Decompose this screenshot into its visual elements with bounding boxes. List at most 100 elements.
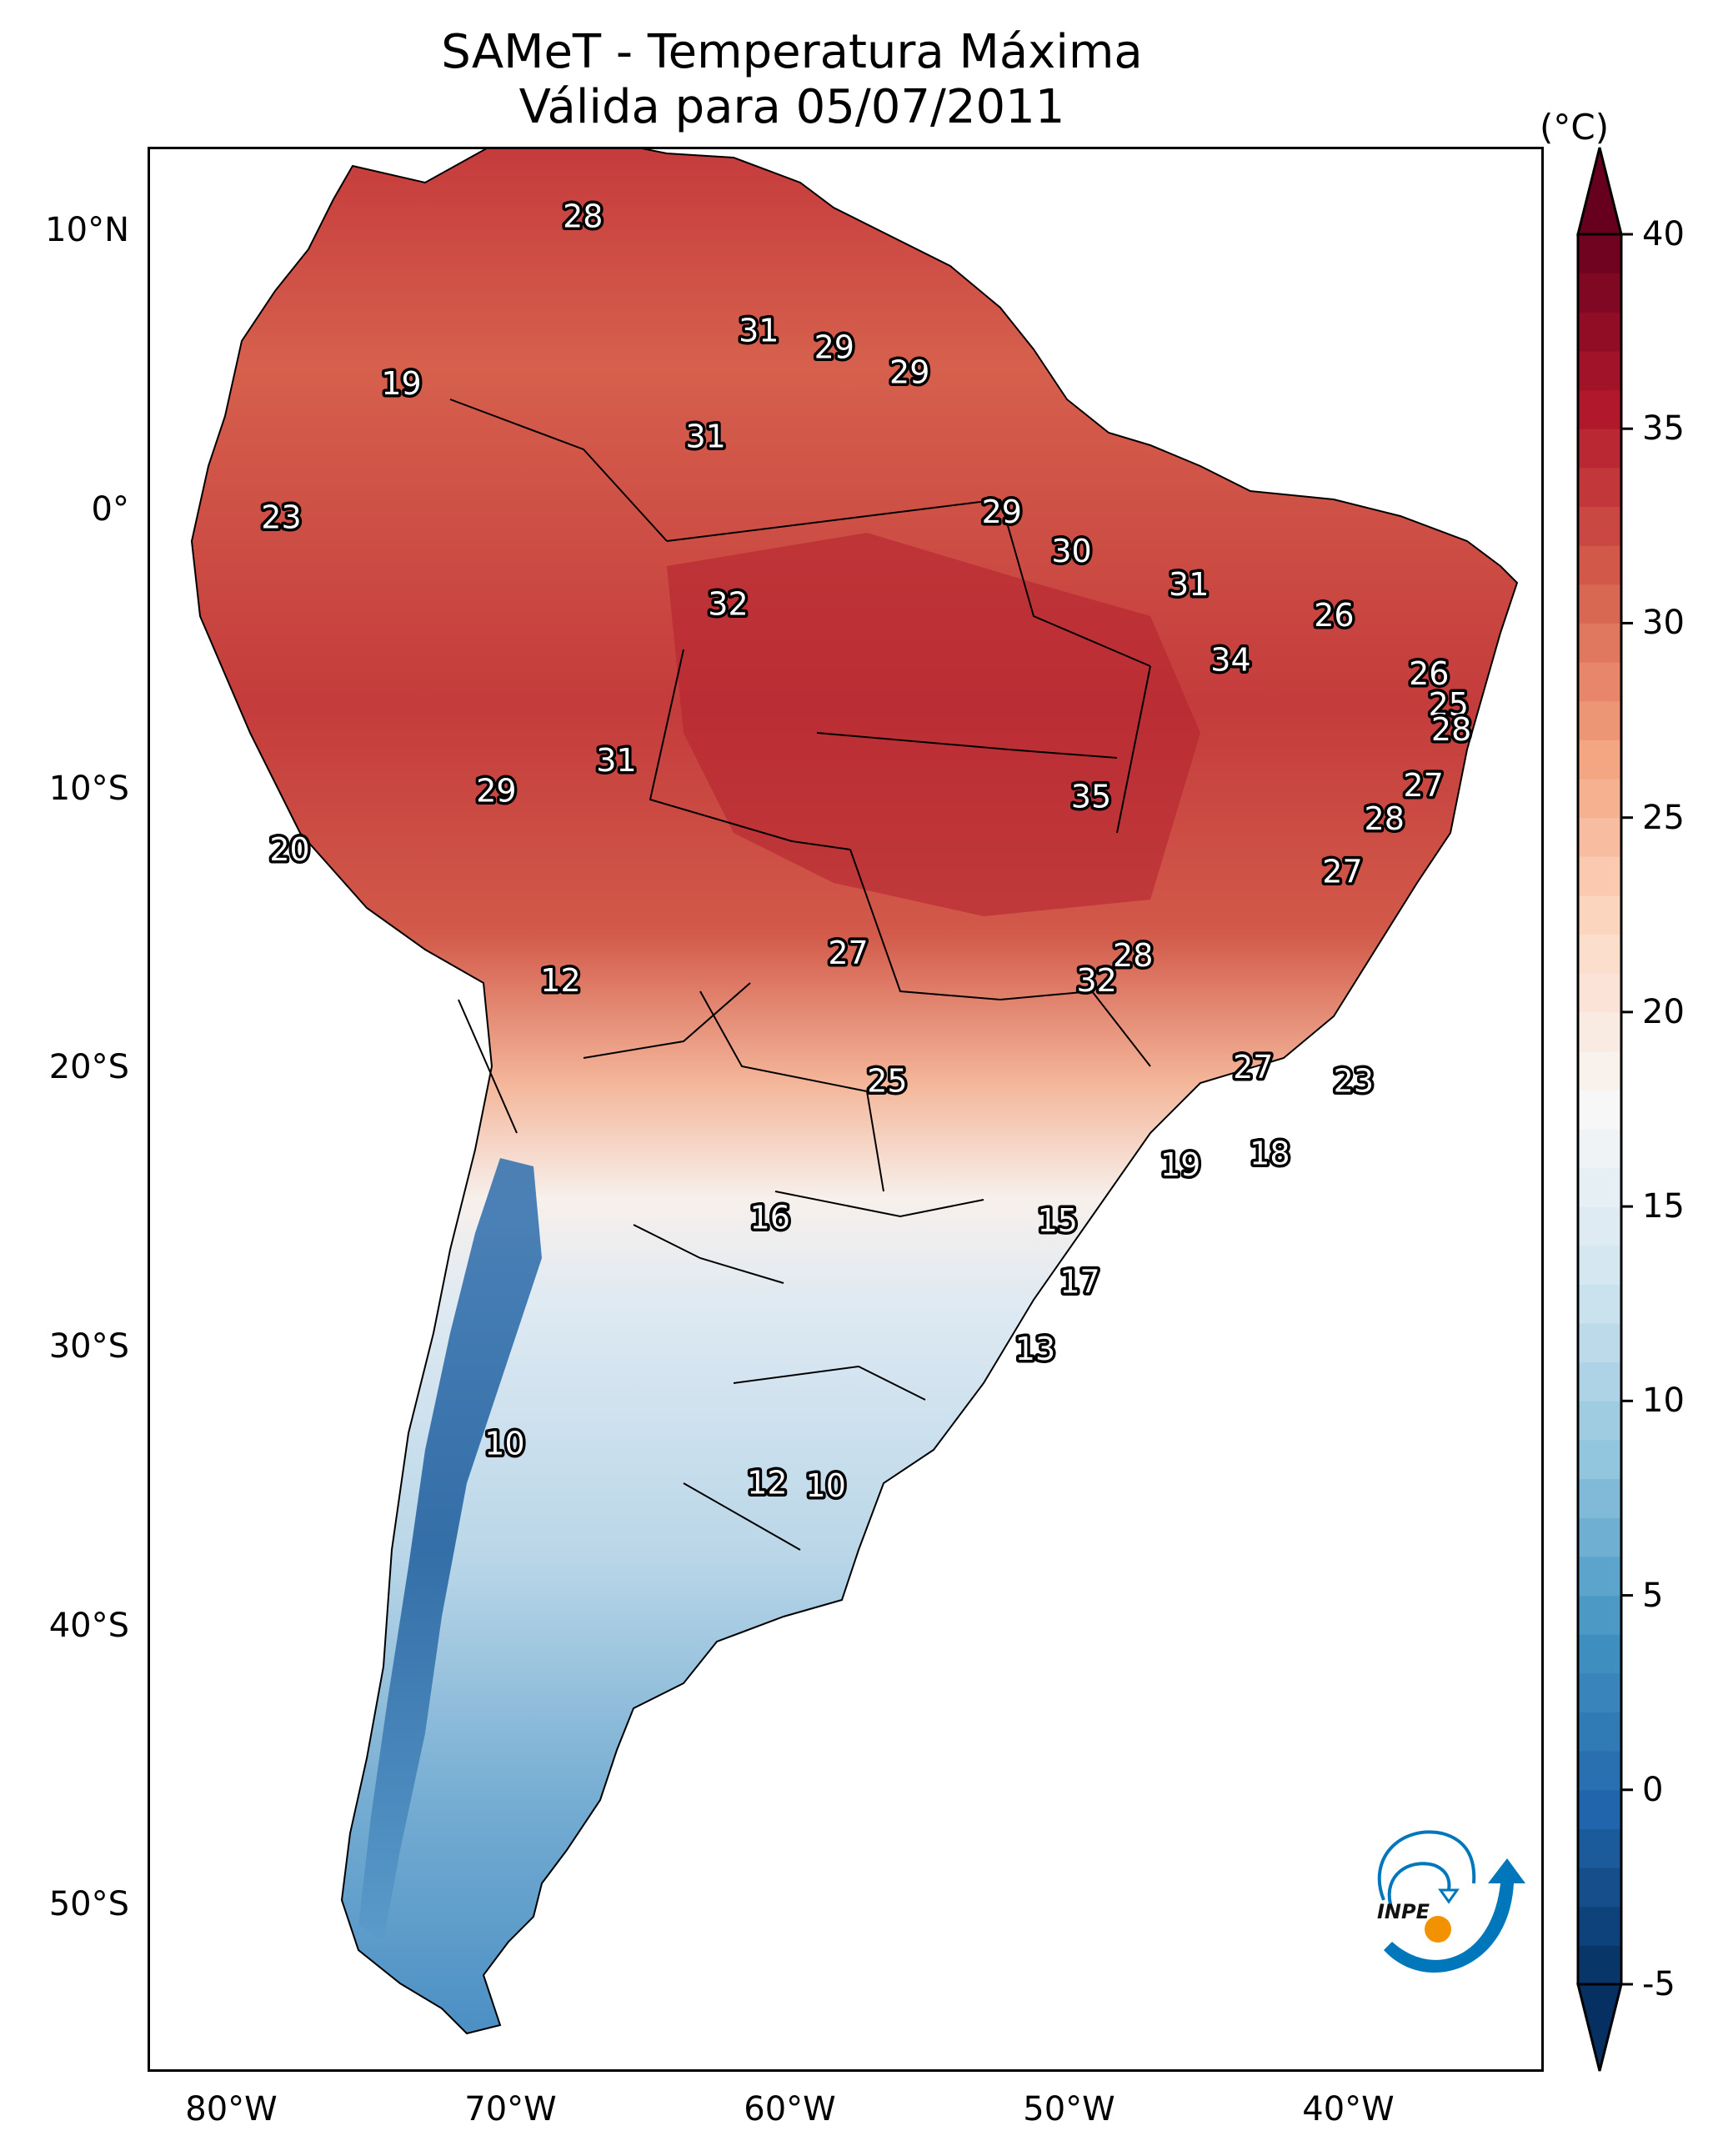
contour-label: 12 — [540, 962, 580, 999]
colorbar-step — [1578, 1440, 1621, 1479]
logo-orbit-outer — [1380, 1832, 1475, 1900]
colorbar-extend-min-arrow — [1578, 1984, 1621, 2071]
contour-label: 15 — [1038, 1202, 1078, 1239]
contour-label: 28 — [563, 198, 603, 234]
colorbar-step — [1578, 818, 1621, 857]
colorbar-step — [1578, 1712, 1621, 1751]
colorbar-step — [1578, 584, 1621, 624]
colorbar-step — [1578, 1751, 1621, 1790]
contour-label: 31 — [1169, 566, 1209, 603]
logo-orbit-inner — [1390, 1863, 1450, 1904]
colorbar-step — [1578, 1090, 1621, 1129]
colorbar-step — [1578, 1051, 1621, 1091]
contour-label: 10 — [484, 1426, 524, 1462]
colorbar-step — [1578, 312, 1621, 351]
contour-label: 29 — [889, 354, 929, 391]
contour-label: 35 — [1071, 778, 1111, 815]
x-tick-label: 60°W — [744, 2093, 835, 2126]
colorbar-step — [1578, 234, 1621, 273]
x-tick-label: 50°W — [1023, 2093, 1114, 2126]
contour-label: 28 — [1113, 937, 1153, 974]
contour-label: 18 — [1250, 1136, 1290, 1172]
colorbar-step — [1578, 935, 1621, 974]
logo-text: INPE — [1377, 1900, 1430, 1923]
contour-label: 25 — [867, 1063, 907, 1100]
contour-label: 29 — [476, 773, 516, 810]
colorbar-step — [1578, 1167, 1621, 1206]
x-tick-label: 40°W — [1302, 2093, 1394, 2126]
contour-label: 19 — [381, 365, 421, 402]
colorbar-step — [1578, 662, 1621, 701]
colorbar-step — [1578, 1246, 1621, 1285]
contour-label: 32 — [708, 585, 748, 622]
y-tick-label: 0° — [92, 493, 129, 526]
contour-label: 27 — [1322, 854, 1362, 890]
colorbar-step — [1578, 779, 1621, 818]
colorbar-step — [1578, 1401, 1621, 1440]
colorbar-step — [1578, 701, 1621, 740]
colorbar-ticks — [1621, 234, 1633, 1984]
colorbar-step — [1578, 1323, 1621, 1362]
contour-label: 27 — [1403, 767, 1443, 804]
contour-label: 17 — [1059, 1264, 1099, 1301]
x-tick-label: 70°W — [464, 2093, 556, 2126]
colorbar-tick-label: 20 — [1642, 995, 1685, 1029]
contour-label: 29 — [814, 329, 854, 366]
colorbar-unit-label: (°C) — [1540, 107, 1609, 148]
colorbar-step — [1578, 895, 1621, 935]
contour-label: 27 — [828, 935, 868, 971]
colorbar-tick-label: -5 — [1642, 1968, 1675, 2001]
colorbar-step — [1578, 1206, 1621, 1246]
y-tick-label: 40°S — [49, 1609, 129, 1642]
contour-label: 27 — [1233, 1049, 1273, 1086]
y-tick-label: 10°N — [45, 213, 129, 247]
contour-label: 28 — [1365, 800, 1405, 837]
contour-label: 13 — [1015, 1331, 1055, 1367]
contour-label: 16 — [750, 1200, 790, 1236]
contour-label: 23 — [261, 499, 301, 536]
colorbar-step — [1578, 1012, 1621, 1051]
contour-label: 31 — [739, 313, 779, 349]
colorbar-tick-label: 15 — [1642, 1190, 1685, 1223]
colorbar-step — [1578, 1557, 1621, 1596]
colorbar-extend-max-arrow — [1578, 148, 1621, 234]
y-tick-label: 30°S — [49, 1330, 129, 1363]
colorbar-step — [1578, 1284, 1621, 1323]
contour-label: 34 — [1210, 641, 1250, 678]
contour-label: 30 — [1051, 533, 1091, 569]
colorbar-step — [1578, 429, 1621, 468]
colorbar-step — [1578, 856, 1621, 895]
contour-label: 26 — [1314, 597, 1354, 634]
colorbar-step — [1578, 740, 1621, 779]
colorbar-step — [1578, 468, 1621, 507]
colorbar-step — [1578, 545, 1621, 584]
colorbar-step — [1578, 1790, 1621, 1829]
chart-subtitle: Válida para 05/07/2011 — [0, 80, 1584, 135]
contour-label: 12 — [747, 1465, 787, 1502]
x-tick-label: 80°W — [185, 2093, 277, 2126]
y-tick-label: 10°S — [49, 772, 129, 805]
colorbar-tick-label: 40 — [1642, 218, 1685, 251]
colorbar-step — [1578, 390, 1621, 429]
contour-label: 29 — [982, 494, 1022, 530]
y-tick-label: 50°S — [49, 1888, 129, 1921]
contour-label: 20 — [269, 831, 309, 868]
contour-label: 19 — [1160, 1146, 1200, 1183]
contour-label: 23 — [1334, 1063, 1374, 1100]
south-america-landmass — [192, 149, 1517, 2033]
colorbar-step — [1578, 1945, 1621, 1984]
colorbar-step — [1578, 351, 1621, 390]
map-plot-area: 2831292919312329303132263426252831272935… — [148, 147, 1544, 2072]
colorbar-step — [1578, 1907, 1621, 1946]
colorbar-step — [1578, 1479, 1621, 1518]
colorbar-step — [1578, 623, 1621, 662]
colorbar-step — [1578, 973, 1621, 1012]
colorbar-tick-label: 5 — [1642, 1579, 1663, 1612]
map-canvas: 2831292919312329303132263426252831272935… — [150, 149, 1544, 2072]
colorbar-step — [1578, 1517, 1621, 1557]
colorbar-frame — [1578, 234, 1621, 1984]
colorbar-steps — [1578, 234, 1621, 1985]
colorbar-tick-label: 0 — [1642, 1773, 1663, 1807]
colorbar-step — [1578, 1828, 1621, 1868]
chart-title: SAMeT - Temperatura Máxima — [0, 25, 1584, 80]
